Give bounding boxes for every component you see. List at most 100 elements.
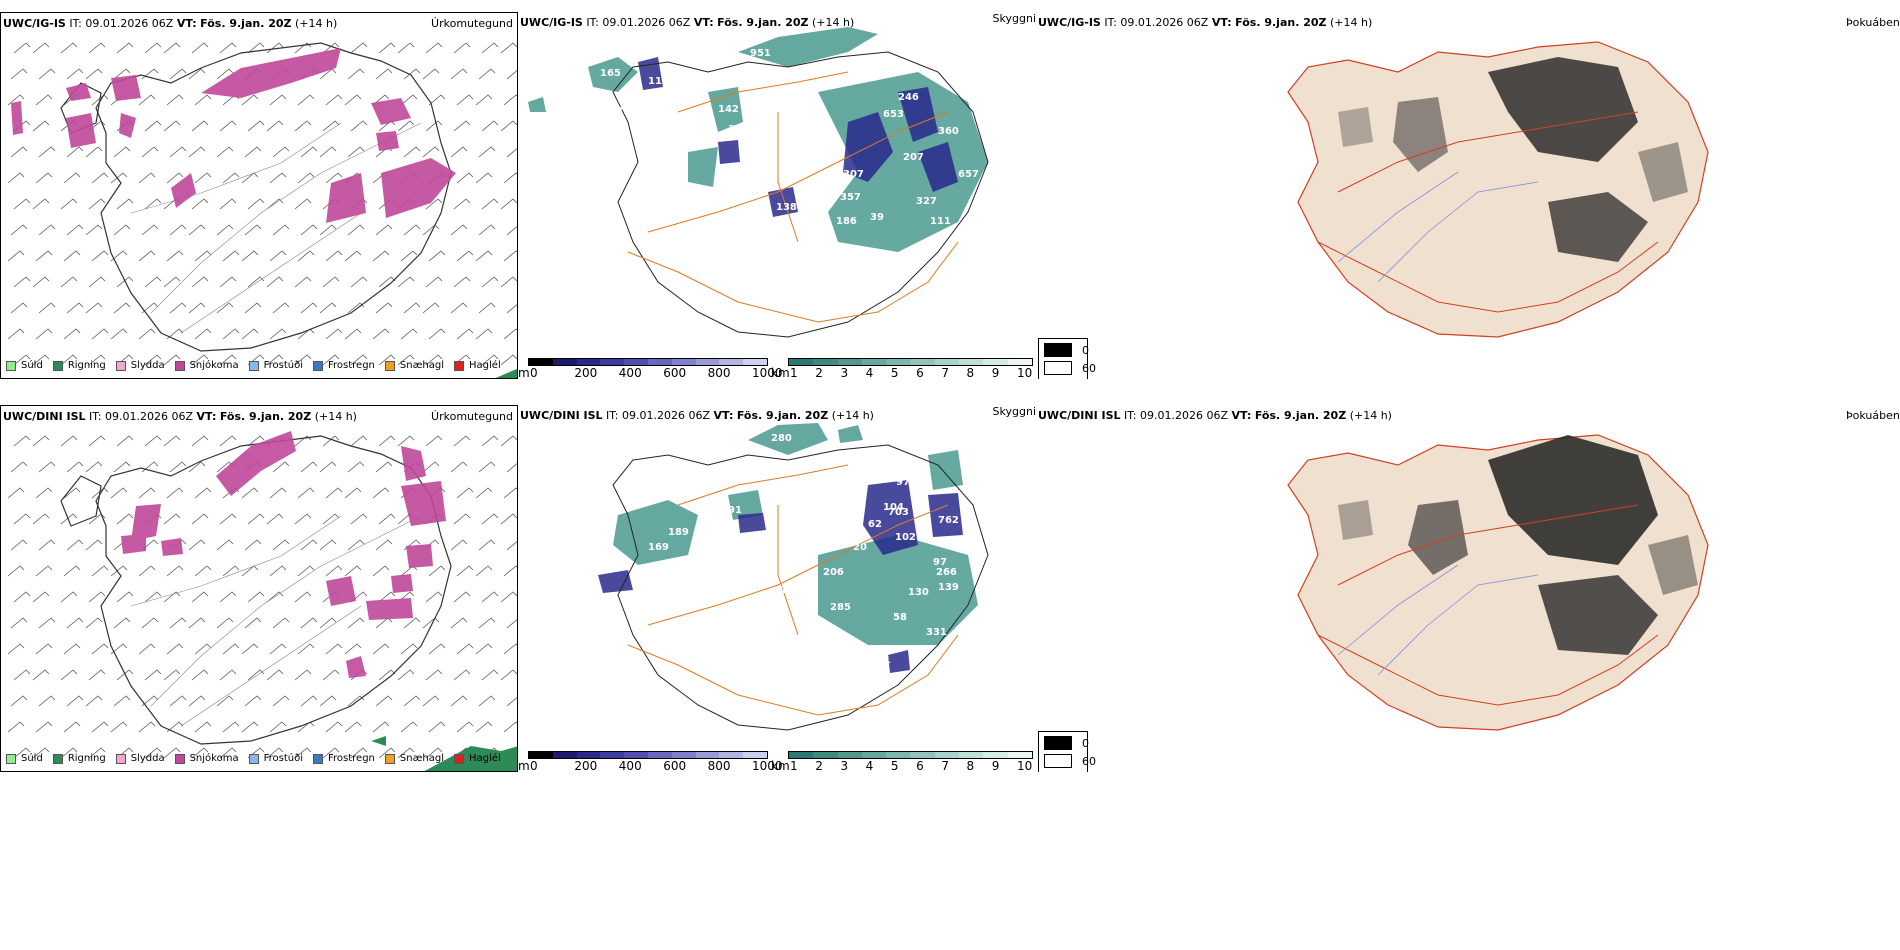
wind-barb <box>481 591 499 603</box>
colorbar-tick: 10 <box>1017 366 1033 379</box>
wind-barb <box>475 721 493 733</box>
wind-barb <box>166 487 184 499</box>
colorbar-tick: 600 <box>663 366 687 379</box>
it-label: IT: <box>606 409 619 422</box>
wind-barb <box>450 695 468 707</box>
model-name: UWC/IG-IS <box>520 16 583 29</box>
wind-barb <box>425 42 443 54</box>
wind-barb <box>300 224 318 236</box>
colorbar-segment <box>959 359 984 365</box>
colorbar-segment <box>886 359 911 365</box>
cloud-height-label: 133 <box>780 585 801 596</box>
wind-barb <box>222 172 240 184</box>
cloud-height-label: 189 <box>668 527 689 538</box>
wind-barb <box>478 461 496 473</box>
wind-barb <box>222 565 240 577</box>
wind-barb <box>375 68 393 80</box>
wind-barb <box>481 513 499 525</box>
wind-barb <box>163 669 181 681</box>
wind-barb <box>319 539 337 551</box>
wind-barb <box>297 487 315 499</box>
wind-barb <box>10 146 28 158</box>
wind-barb <box>425 354 443 366</box>
wind-barb <box>85 695 103 707</box>
cloud-height-label: 111 <box>638 114 659 125</box>
wind-barb <box>13 591 31 603</box>
wind-barb <box>400 643 418 655</box>
colorbar-segment <box>529 752 553 758</box>
wind-barb <box>269 721 287 733</box>
wind-barb <box>294 435 312 447</box>
colorbar-tick: 800 <box>707 366 731 379</box>
fog-label-0: 0 <box>1082 736 1089 750</box>
wind-barb <box>453 42 471 54</box>
wind-barb <box>375 461 393 473</box>
wind-barb <box>166 94 184 106</box>
wind-barb <box>166 328 184 340</box>
wind-barb <box>500 669 517 681</box>
wind-barb <box>400 721 418 733</box>
colorbar-segment <box>837 752 862 758</box>
cloud-height-label: 115 <box>648 76 669 87</box>
wind-barb <box>456 643 474 655</box>
visibility-colorbar <box>788 358 1033 366</box>
ceiling-ticks: 0 200 400 600 800 1000 <box>528 759 783 772</box>
valid-time: Fös. 9.jan. 20Z <box>1254 409 1347 422</box>
wind-barb <box>66 617 84 629</box>
wind-barb <box>191 747 209 759</box>
wind-barb <box>219 120 237 132</box>
wind-barb <box>269 172 287 184</box>
wind-barb <box>450 461 468 473</box>
wind-barb <box>266 591 284 603</box>
wind-barb <box>344 328 362 340</box>
wind-barb <box>372 565 390 577</box>
wind-barb <box>141 617 159 629</box>
vt-label: VT: <box>1231 409 1252 422</box>
wind-barb <box>10 617 28 629</box>
wind-barb <box>503 721 517 733</box>
wind-barb <box>453 120 471 132</box>
wind-barb <box>144 747 162 759</box>
colorbar-segment <box>529 359 553 365</box>
legend-label: Súld <box>21 753 43 764</box>
wind-barb <box>138 565 156 577</box>
wind-barb <box>113 461 131 473</box>
visibility-unit: km <box>771 366 790 379</box>
wind-barb <box>241 643 259 655</box>
wind-barb <box>63 172 81 184</box>
wind-barb <box>7 565 25 577</box>
wind-barb <box>344 487 362 499</box>
wind-barb <box>116 276 134 288</box>
colorbar-tick: 6 <box>916 759 924 772</box>
wind-barb <box>163 354 181 366</box>
wind-barb <box>244 146 262 158</box>
legend-swatch <box>313 753 323 764</box>
wind-barb <box>66 224 84 236</box>
wind-barb <box>247 276 265 288</box>
wind-barb <box>110 328 128 340</box>
colorbar-tick: 9 <box>991 366 1000 379</box>
fog-map-panel-1: UWC/IG-IS IT: 09.01.2026 06Z VT: Fös. 9.… <box>1038 12 1900 379</box>
wind-barb <box>322 42 340 54</box>
cloud-map-panel-1: 951 165 115 39 111 142 38 246 360 207 653 657 32 307 3… <box>518 12 1038 379</box>
wind-barb <box>500 591 517 603</box>
colorbar-segment <box>983 752 1008 758</box>
colorbar-tick: 3 <box>840 366 849 379</box>
wind-barb <box>144 276 162 288</box>
colorbar-tick: 7 <box>941 759 949 772</box>
wind-barb <box>13 198 31 210</box>
wind-barb <box>244 302 262 314</box>
wind-barb <box>110 565 128 577</box>
legend-item-súld: Súld <box>6 753 43 764</box>
wind-barb <box>13 513 31 525</box>
precip-type-title: Úrkomutegund <box>431 17 513 30</box>
wind-barb <box>325 721 343 733</box>
it-label: IT: <box>586 16 599 29</box>
wind-barb <box>113 146 131 158</box>
visibility-areas <box>613 423 978 645</box>
wind-barb <box>194 328 212 340</box>
wind-barb <box>325 487 343 499</box>
wind-barb <box>450 539 468 551</box>
rain-area <box>495 368 517 378</box>
wind-barb <box>222 328 240 340</box>
